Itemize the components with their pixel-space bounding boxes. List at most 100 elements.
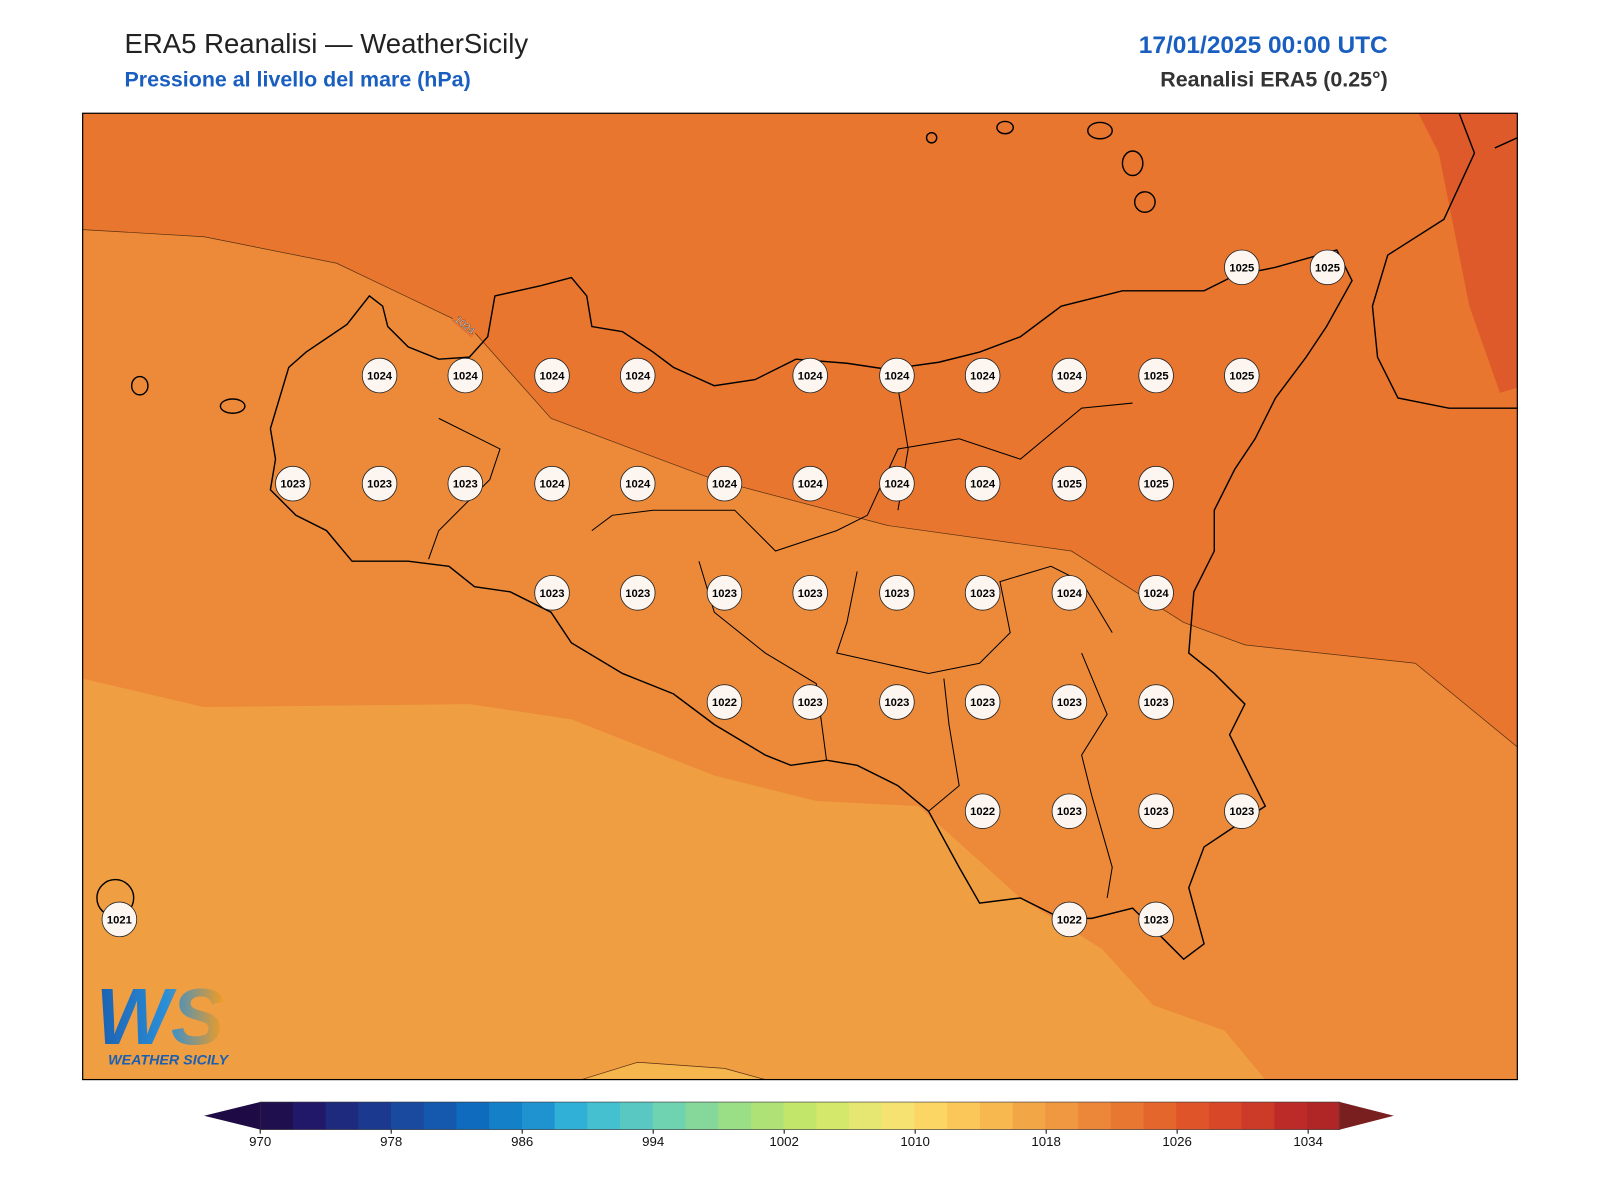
- colorbar-segment: [1012, 1102, 1046, 1130]
- colorbar-segment: [292, 1102, 327, 1130]
- colorbar-segment: [260, 1102, 294, 1130]
- station-marker: [1138, 357, 1174, 394]
- station-marker: [1224, 249, 1260, 286]
- station-value: 1023: [884, 588, 909, 600]
- station-value: 1024: [798, 370, 824, 382]
- station-marker: [1138, 901, 1174, 938]
- colorbar-segment: [456, 1102, 490, 1130]
- station-value: 1023: [970, 588, 995, 600]
- station-marker: [1051, 465, 1088, 502]
- station-value: 1023: [970, 697, 995, 709]
- station-value: 1023: [884, 697, 909, 709]
- source: Reanalisi ERA5 (0.25°): [1160, 68, 1387, 92]
- station-marker: [534, 465, 570, 502]
- station-marker: [534, 357, 570, 394]
- station-marker: [964, 357, 1001, 394]
- coastline: [96, 113, 1518, 961]
- station-marker: [1051, 901, 1088, 938]
- colorbar-tick-label: 1018: [1031, 1134, 1060, 1149]
- colorbar-tick-label: 1010: [900, 1134, 929, 1149]
- stations: 1025 1025 1024 1024 1024 1024 1024 1024 1024 1024…: [101, 249, 1346, 938]
- colorbar-segment: [554, 1102, 588, 1130]
- station-value: 1025: [1229, 262, 1254, 274]
- subtitle: Pressione al livello del mare (hPa): [124, 68, 470, 92]
- map-frame: [82, 112, 1518, 1081]
- station-marker: [1138, 793, 1174, 829]
- colorbar-frame: [259, 1101, 1341, 1130]
- logo-text: WEATHER SICILY: [108, 1052, 229, 1068]
- colorbar-tick-label: 986: [511, 1134, 533, 1149]
- colorbar: 970 978 986 994 1002 1010 1018 1026 1034: [204, 1101, 1394, 1149]
- station-value: 1025: [1315, 262, 1340, 274]
- colorbar-segment: [1307, 1102, 1341, 1130]
- station-value: 1024: [453, 370, 479, 382]
- colorbar-segment: [652, 1102, 687, 1130]
- colorbar-segment: [489, 1102, 523, 1130]
- field: [581, 1062, 766, 1080]
- station-value: 1023: [1144, 914, 1169, 926]
- station-value: 1024: [884, 370, 910, 382]
- station-value: 1024: [625, 370, 651, 382]
- station-marker: [1138, 575, 1174, 611]
- colorbar-segment: [1143, 1102, 1177, 1130]
- colorbar-segment: [1241, 1102, 1275, 1130]
- colorbar-segment: [750, 1102, 785, 1130]
- station-marker: [1224, 357, 1260, 394]
- station-marker: [101, 901, 138, 938]
- station-value: 1023: [1057, 697, 1082, 709]
- colorbar-segment: [423, 1102, 458, 1130]
- colorbar-segment: [979, 1102, 1014, 1130]
- colorbar-segment: [1110, 1102, 1145, 1130]
- station-marker: [619, 357, 656, 394]
- colorbar-segment: [1274, 1102, 1308, 1130]
- colorbar-segment: [521, 1102, 556, 1130]
- colorbar-segment: [587, 1102, 621, 1130]
- title: ERA5 Reanalisi — WeatherSicily: [124, 28, 528, 59]
- station-value: 1024: [540, 370, 566, 382]
- station-marker: [1138, 465, 1174, 502]
- station-marker: [275, 465, 311, 502]
- station-marker: [1138, 684, 1174, 720]
- colorbar-segment: [1208, 1102, 1243, 1130]
- station-value: 1023: [1144, 806, 1169, 818]
- station-marker: [964, 793, 1001, 829]
- station-marker: [792, 684, 828, 720]
- station-marker: [619, 465, 656, 502]
- station-marker: [447, 357, 484, 394]
- colorbar-segment: [947, 1102, 981, 1130]
- field: [1418, 113, 1518, 393]
- colorbar-tick-label: 1026: [1162, 1134, 1191, 1149]
- colorbar-over: [1339, 1102, 1394, 1130]
- station-marker: [1224, 793, 1260, 829]
- station-value: 1024: [1057, 370, 1083, 382]
- date: 17/01/2025 00:00 UTC: [1139, 32, 1388, 59]
- station-value: 1024: [625, 479, 651, 491]
- colorbar-segment: [685, 1102, 719, 1130]
- colorbar-segment: [1078, 1102, 1112, 1130]
- colorbar-segment: [816, 1102, 850, 1130]
- station-value: 1024: [712, 479, 738, 491]
- station-value: 1024: [1057, 588, 1083, 600]
- station-marker: [619, 575, 656, 611]
- station-value: 1024: [540, 479, 566, 491]
- station-value: 1024: [798, 479, 824, 491]
- station-value: 1023: [798, 588, 823, 600]
- colorbar-tick-label: 994: [642, 1134, 664, 1149]
- colorbar-tick-label: 970: [249, 1134, 271, 1149]
- station-value: 1023: [798, 697, 823, 709]
- station-value: 1023: [367, 479, 392, 491]
- field: [82, 678, 1266, 1080]
- colorbar-segment: [783, 1102, 817, 1130]
- station-marker: [964, 684, 1001, 720]
- station-value: 1024: [1144, 588, 1170, 600]
- colorbar-segment: [914, 1102, 948, 1130]
- station-value: 1024: [367, 370, 393, 382]
- colorbar-segment: [718, 1102, 752, 1130]
- station-marker: [706, 575, 743, 611]
- colorbar-segment: [849, 1102, 883, 1130]
- logo-mark: WS: [96, 972, 224, 1061]
- station-marker: [1051, 793, 1088, 829]
